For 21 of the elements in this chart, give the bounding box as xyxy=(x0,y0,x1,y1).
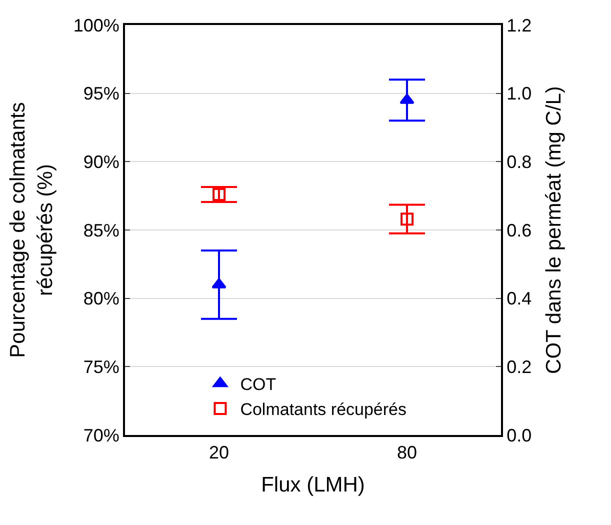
y2-tick-label: 0.8 xyxy=(506,152,532,172)
y2-tick-label: 0.6 xyxy=(506,220,532,240)
y2-tick-label: 0.2 xyxy=(506,356,532,377)
y2-tick-label: 0.4 xyxy=(506,288,532,309)
y2-tick-label: 1.0 xyxy=(506,84,532,104)
y2-axis-title: COT dans le perméat (mg C/L) xyxy=(542,86,566,374)
y-tick-label: 70% xyxy=(83,425,120,446)
y2-tick-label: 1.2 xyxy=(506,15,532,36)
y-tick-label: 100% xyxy=(73,15,120,36)
x-tick-label: 20 xyxy=(208,442,230,463)
legend-label: Colmatants récupérés xyxy=(240,400,407,420)
y-tick-label: 80% xyxy=(83,288,120,309)
legend-label: COT xyxy=(240,374,276,394)
x-axis-title: Flux (LMH) xyxy=(261,473,365,496)
x-tick-label: 80 xyxy=(396,442,418,463)
y-tick-label: 75% xyxy=(83,356,120,377)
y-tick-label: 95% xyxy=(83,84,120,104)
y2-tick-label: 0.0 xyxy=(506,425,532,446)
y-tick-label: 90% xyxy=(83,152,120,172)
y-axis-title: Pourcentage de colmatants récupérés (%) xyxy=(6,102,58,358)
y-tick-label: 85% xyxy=(83,220,120,240)
